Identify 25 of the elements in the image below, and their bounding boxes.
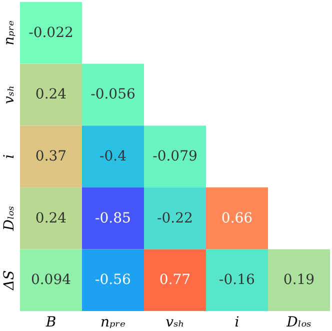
y-tick-label: i bbox=[2, 154, 18, 159]
data-label: -0.056 bbox=[90, 86, 136, 103]
x-tick-label: nₚᵣₑ bbox=[100, 314, 126, 330]
y-tick-label: vₛₕ bbox=[2, 85, 18, 104]
y-tick-label: Dₗₒₛ bbox=[2, 206, 18, 232]
data-label: -0.85 bbox=[95, 210, 131, 226]
x-tick-label: B bbox=[44, 314, 56, 330]
data-label: -0.22 bbox=[157, 210, 193, 226]
x-tick-label: Dₗₒₛ bbox=[286, 314, 312, 330]
x-tick-label: i bbox=[234, 314, 240, 330]
data-label: -0.16 bbox=[219, 272, 256, 288]
data-label: 0.37 bbox=[35, 148, 67, 164]
data-label: 0.24 bbox=[35, 210, 67, 226]
data-label: 0.77 bbox=[159, 272, 191, 288]
data-label: 0.24 bbox=[35, 86, 67, 103]
data-label: -0.4 bbox=[100, 148, 127, 164]
data-label: 0.094 bbox=[30, 272, 72, 288]
y-tick-label: ΔS bbox=[2, 270, 18, 291]
data-label: 0.19 bbox=[283, 272, 315, 288]
data-label: -0.022 bbox=[28, 24, 74, 41]
data-label: 0.66 bbox=[221, 210, 253, 226]
data-label: -0.079 bbox=[152, 148, 198, 164]
x-tick-label: vₛₕ bbox=[166, 314, 184, 330]
data-label: -0.56 bbox=[95, 272, 132, 288]
y-tick-label: nₚᵣₑ bbox=[2, 20, 18, 46]
